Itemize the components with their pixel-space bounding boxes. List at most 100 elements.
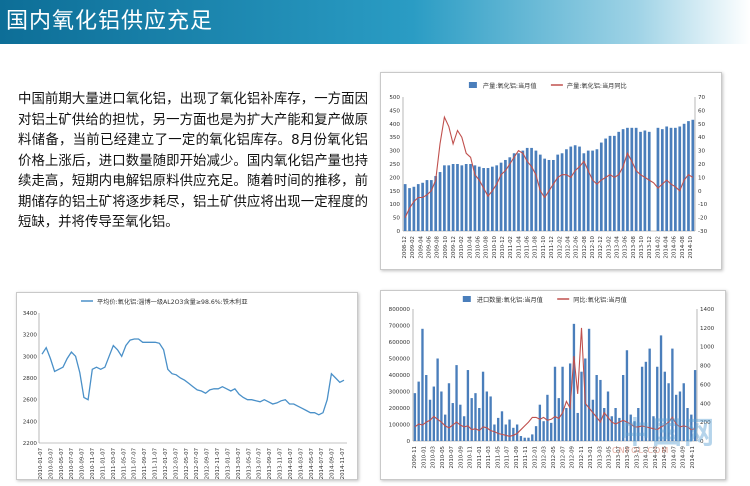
bar xyxy=(659,335,663,441)
bar xyxy=(443,165,446,231)
x-tick-label: 2012-11-07 xyxy=(215,448,221,479)
price-chart-panel: 平均价:氧化铝:淄博一级AL2O3含量≥98.6%:铁木利亚 2200 2400 26… xyxy=(16,292,358,480)
bar xyxy=(408,188,411,231)
y-tick-label: 3000 xyxy=(23,354,38,360)
series-line xyxy=(414,327,696,437)
x-tick-label: 2013-02 xyxy=(606,236,612,259)
y-right-tick-label: 400 xyxy=(700,401,711,407)
bar xyxy=(440,391,443,441)
x-tick-label: 2014-03 xyxy=(653,446,659,469)
bar xyxy=(656,127,660,231)
y-left-tick-label: 300000 xyxy=(389,390,411,396)
bar xyxy=(543,158,546,231)
bar xyxy=(630,127,634,231)
bar xyxy=(497,417,500,441)
y-right-tick-label: 20 xyxy=(698,162,706,168)
x-tick-label: 2010-01 xyxy=(421,446,427,469)
y-right-tick-label: 50 xyxy=(698,122,706,128)
x-tick-label: 2013-09-07 xyxy=(267,448,273,479)
bar xyxy=(542,421,545,441)
x-tick-label: 2010-11 xyxy=(468,446,474,469)
x-tick-label: 2013-10 xyxy=(639,235,645,258)
x-tick-label: 2014-11-07 xyxy=(340,448,346,479)
bar xyxy=(586,150,590,231)
y-right-tick-label: -30 xyxy=(698,229,708,235)
x-tick-label: 2011-03-07 xyxy=(111,448,117,479)
x-tick-label: 2011-07-07 xyxy=(132,448,138,479)
x-tick-label: 2010-03 xyxy=(431,446,437,469)
bar xyxy=(647,131,651,231)
bar xyxy=(403,184,407,231)
bar xyxy=(678,126,682,231)
x-tick-label: 2014-10 xyxy=(688,235,694,258)
bar xyxy=(517,153,520,231)
bar xyxy=(691,119,695,231)
bar xyxy=(565,408,568,441)
bar xyxy=(462,416,466,441)
bar xyxy=(582,153,586,231)
x-tick-label: 2013-06 xyxy=(623,235,629,258)
bar xyxy=(464,164,468,231)
bar xyxy=(538,154,542,231)
bar xyxy=(606,391,610,441)
bar xyxy=(604,138,608,231)
bar xyxy=(456,164,459,231)
x-tick-label: 2012-03-07 xyxy=(173,448,179,479)
bar xyxy=(573,145,577,231)
bar xyxy=(621,375,625,441)
bar xyxy=(478,408,481,441)
x-tick-label: 2009-08 xyxy=(435,235,441,258)
x-tick-label: 2012-05-07 xyxy=(184,448,190,479)
bar xyxy=(416,184,420,231)
bar xyxy=(527,437,530,441)
y-right-tick-label: 800 xyxy=(700,364,711,370)
x-tick-label: 2011-07 xyxy=(505,446,511,469)
bar xyxy=(521,150,525,231)
x-tick-label: 2010-02 xyxy=(459,236,465,259)
bar xyxy=(637,408,640,441)
y-left-tick-label: 450 xyxy=(389,108,400,114)
x-tick-label: 2014-01-07 xyxy=(288,448,294,479)
y-left-tick-label: 400000 xyxy=(389,373,411,379)
x-tick-label: 2011-08 xyxy=(533,235,539,258)
y-right-tick-label: 10 xyxy=(698,175,706,181)
x-tick-label: 2014-05 xyxy=(662,446,668,469)
page-title: 国内氧化铝供应充足 xyxy=(6,9,214,34)
y-right-tick-label: 0 xyxy=(698,189,702,195)
x-tick-label: 2011-11 xyxy=(523,446,529,469)
x-tick-label: 2011-05 xyxy=(495,446,501,469)
x-tick-label: 2010-07-07 xyxy=(69,448,75,479)
bar xyxy=(425,180,429,231)
x-tick-label: 2012-07 xyxy=(560,446,566,469)
bar xyxy=(421,182,424,231)
bar xyxy=(434,176,438,231)
x-tick-label: 2014-06 xyxy=(672,235,678,258)
bar xyxy=(669,127,673,231)
bar xyxy=(525,147,529,231)
x-tick-label: 2009-04 xyxy=(418,235,424,258)
y-left-tick-label: 800000 xyxy=(389,307,411,313)
y-left-tick-label: 150 xyxy=(389,189,400,195)
bar xyxy=(560,153,564,231)
x-tick-label: 2013-03-07 xyxy=(236,448,242,479)
bar xyxy=(690,414,693,441)
legend-label: 产量:氧化铝:当月值 xyxy=(483,82,537,90)
y-left-tick-label: 250 xyxy=(389,162,400,168)
bar xyxy=(508,419,511,441)
bar xyxy=(693,370,697,441)
bar xyxy=(572,323,576,441)
y-tick-label: 2200 xyxy=(23,441,38,447)
bar xyxy=(493,424,496,441)
bar xyxy=(473,165,477,231)
bar xyxy=(425,375,428,441)
bar xyxy=(640,366,644,441)
bar xyxy=(485,391,489,441)
bar xyxy=(481,371,485,441)
bar xyxy=(489,396,492,441)
x-tick-label: 2013-11 xyxy=(634,446,640,469)
import-chart: 进口数量:氧化铝:当月值 同比:氧化铝:当月值 0 100000 200000 30000… xyxy=(389,296,715,469)
bar xyxy=(618,417,621,441)
x-tick-label: 2014-09 xyxy=(681,445,687,468)
price-line xyxy=(41,338,345,416)
bar xyxy=(474,393,477,441)
